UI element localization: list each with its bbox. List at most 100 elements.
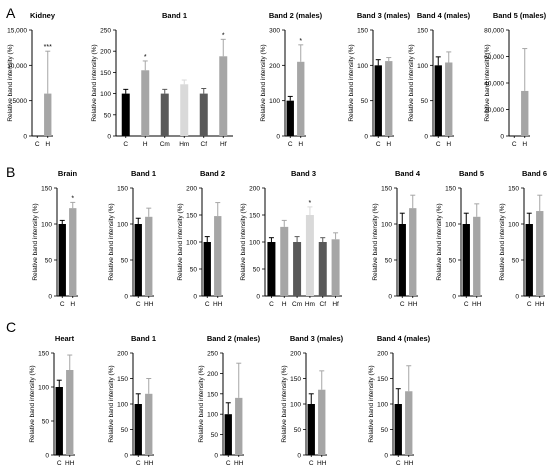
bar bbox=[405, 391, 413, 455]
significance-mark: *** bbox=[44, 44, 52, 51]
y-tick-label: 10,000 bbox=[7, 63, 27, 70]
y-tick-label: 100 bbox=[445, 222, 456, 229]
y-tick-label: 100 bbox=[117, 222, 128, 229]
y-tick-label: 50 bbox=[45, 258, 53, 265]
y-tick-label: 80,000 bbox=[484, 28, 504, 35]
y-tick-label: 40,000 bbox=[484, 81, 504, 88]
y-tick-label: 150 bbox=[357, 28, 368, 35]
y-tick-label: 0 bbox=[515, 294, 519, 301]
chart-2: Band 2 (males) Relative band intensity (%… bbox=[260, 11, 323, 148]
x-tick-label: C bbox=[288, 141, 293, 148]
x-tick-label: HH bbox=[65, 460, 75, 467]
x-tick-label: C bbox=[464, 301, 469, 308]
x-tick-label: Cf bbox=[201, 141, 208, 148]
chart-title: Band 3 (males) bbox=[357, 11, 411, 20]
chart-5: Band 5 (males) Relative band intensity (%… bbox=[484, 11, 547, 148]
y-axis-label: Relative band intensity (%) bbox=[408, 44, 415, 121]
y-tick-label: 150 bbox=[100, 70, 111, 77]
x-tick-label: C bbox=[396, 460, 401, 467]
bar bbox=[445, 62, 453, 136]
bar bbox=[280, 226, 289, 296]
y-tick-label: 0 bbox=[124, 294, 128, 301]
bar bbox=[331, 239, 340, 296]
y-tick-label: 50 bbox=[253, 267, 261, 274]
y-tick-label: 150 bbox=[117, 186, 128, 193]
y-tick-label: 150 bbox=[207, 391, 218, 398]
significance-mark: * bbox=[222, 32, 225, 39]
bar bbox=[267, 242, 276, 296]
y-tick-label: 100 bbox=[186, 240, 197, 247]
y-tick-label: 100 bbox=[207, 412, 218, 419]
x-tick-label: C bbox=[376, 141, 381, 148]
y-tick-label: 150 bbox=[249, 213, 260, 220]
chart-3: Band 3 (males) Relative band intensity (%… bbox=[348, 11, 411, 148]
y-axis-label: Relative band intensity (%) bbox=[348, 44, 355, 121]
bar bbox=[536, 211, 544, 296]
y-axis-label: Relative band intensity (%) bbox=[484, 44, 491, 121]
x-tick-label: HH bbox=[535, 301, 545, 308]
x-tick-label: H bbox=[143, 141, 148, 148]
chart-title: Band 2 (males) bbox=[269, 11, 323, 20]
x-tick-label: C bbox=[57, 460, 62, 467]
y-tick-label: 100 bbox=[381, 222, 392, 229]
bar bbox=[297, 61, 305, 136]
y-axis-label: Relative band intensity (%) bbox=[29, 365, 36, 442]
y-tick-label: 20,000 bbox=[484, 107, 504, 114]
panel-letter-a: A bbox=[6, 5, 16, 21]
bar bbox=[145, 393, 153, 455]
chart-8: Band 2 Relative band intensity (%) 0 50 100 1… bbox=[177, 169, 225, 308]
bar bbox=[141, 70, 150, 136]
y-tick-label: 0 bbox=[23, 134, 27, 141]
y-tick-label: 200 bbox=[207, 371, 218, 378]
y-tick-label: 0 bbox=[124, 453, 128, 460]
y-axis-label: Relative band intensity (%) bbox=[260, 44, 267, 121]
bar bbox=[521, 90, 529, 136]
x-tick-label: C bbox=[527, 301, 532, 308]
bar bbox=[224, 414, 232, 455]
chart-title: Band 1 bbox=[131, 334, 156, 343]
significance-mark: * bbox=[309, 200, 312, 207]
bar bbox=[374, 65, 382, 136]
x-tick-label: HH bbox=[234, 460, 244, 467]
y-tick-label: 50 bbox=[361, 98, 369, 105]
y-axis-label: Relative band intensity (%) bbox=[32, 203, 39, 280]
y-tick-label: 150 bbox=[38, 351, 49, 358]
x-tick-label: Hf bbox=[332, 301, 339, 308]
chart-12: Band 6 Relative band intensity (%) 0 50 100 1… bbox=[499, 169, 547, 308]
x-tick-label: Hm bbox=[305, 301, 315, 308]
x-tick-label: C bbox=[269, 301, 274, 308]
y-tick-label: 100 bbox=[417, 63, 428, 70]
x-tick-label: Hm bbox=[179, 141, 189, 148]
bar bbox=[525, 224, 533, 296]
significance-mark: * bbox=[299, 38, 302, 45]
chart-10: Band 4 Relative band intensity (%) 0 50 100 1… bbox=[372, 169, 421, 308]
y-tick-label: 0 bbox=[388, 294, 392, 301]
y-tick-label: 200 bbox=[269, 63, 280, 70]
x-tick-label: C bbox=[436, 141, 441, 148]
bar bbox=[145, 216, 153, 296]
chart-9: Band 3 Relative band intensity (%) 0 50 100 1… bbox=[240, 169, 342, 308]
y-tick-label: 50 bbox=[190, 267, 198, 274]
y-axis-label: Relative band intensity (%) bbox=[108, 203, 115, 280]
bar bbox=[318, 389, 326, 455]
y-tick-label: 0 bbox=[424, 134, 428, 141]
panel-letter-b: B bbox=[6, 164, 15, 180]
y-axis-label: Relative band intensity (%) bbox=[240, 203, 247, 280]
y-tick-label: 150 bbox=[290, 376, 301, 383]
x-tick-label: Cm bbox=[292, 301, 302, 308]
chart-title: Band 4 (males) bbox=[377, 334, 431, 343]
chart-title: Band 3 bbox=[291, 169, 316, 178]
x-tick-label: C bbox=[309, 460, 314, 467]
chart-1: Band 1 Relative band intensity (%) 0 50 100 1… bbox=[91, 11, 233, 148]
x-tick-label: C bbox=[512, 141, 517, 148]
y-tick-label: 0 bbox=[107, 134, 111, 141]
y-tick-label: 50 bbox=[211, 432, 219, 439]
bar bbox=[160, 93, 169, 136]
bar bbox=[385, 61, 393, 136]
chart-7: Band 1 Relative band intensity (%) 0 50 100 1… bbox=[108, 169, 156, 308]
y-tick-label: 0 bbox=[214, 453, 218, 460]
y-tick-label: 150 bbox=[381, 186, 392, 193]
chart-title: Band 1 bbox=[131, 169, 156, 178]
bar bbox=[293, 242, 302, 296]
